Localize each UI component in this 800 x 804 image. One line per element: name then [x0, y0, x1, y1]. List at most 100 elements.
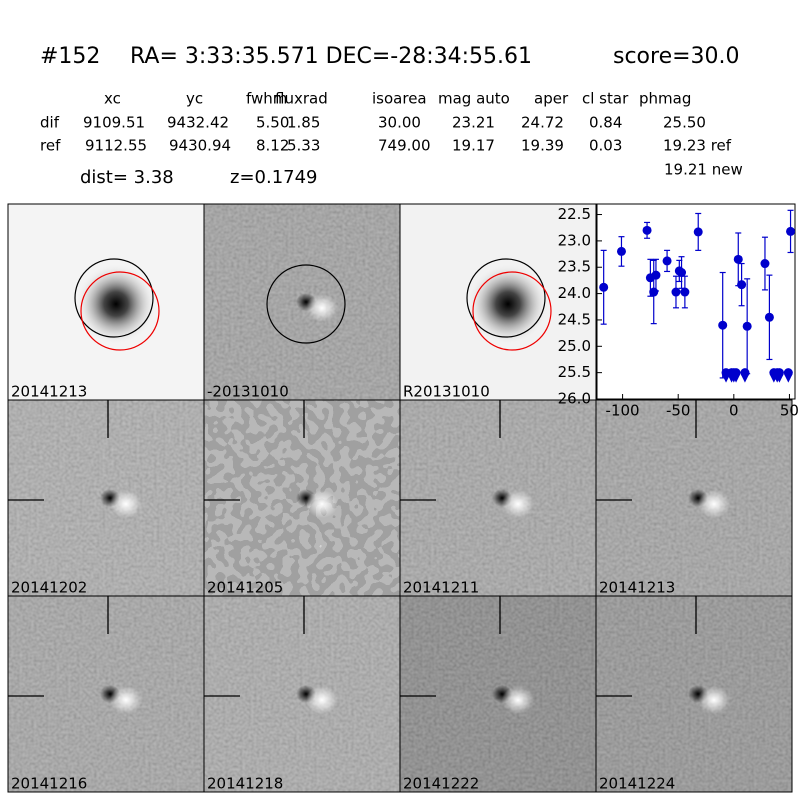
point: [737, 280, 747, 290]
x-tick-label: 0: [729, 402, 739, 420]
panel-label: 20141222: [403, 775, 479, 793]
limit-arrow: [732, 374, 741, 383]
limit-arrow: [784, 374, 793, 383]
table-cell: 8.12: [256, 137, 289, 155]
light-lobe: [110, 686, 142, 714]
y-tick-label: 26.0: [558, 390, 591, 408]
point: [649, 287, 659, 297]
light-lobe: [698, 490, 730, 518]
panel-label: -20131010: [207, 383, 289, 401]
point: [760, 259, 770, 269]
distance: dist= 3.38: [80, 167, 174, 188]
limit-arrow: [775, 374, 784, 383]
row-label: dif: [40, 114, 60, 132]
image-panel: 20141216: [7, 595, 205, 793]
redshift: z=0.1749: [230, 167, 318, 188]
y-tick-label: 24.0: [558, 284, 591, 302]
panel-label: 20141202: [11, 579, 87, 597]
phmag-note: 19.21 new: [664, 161, 743, 179]
image-panel: 20141218: [203, 595, 401, 793]
x-tick-label: -50: [666, 402, 691, 420]
panel-label: 20141224: [599, 775, 675, 793]
table-cell: 749.00: [378, 137, 431, 155]
plot-background: [596, 203, 796, 400]
galaxy: [468, 264, 548, 344]
x-tick-label: 50: [780, 402, 799, 420]
table-cell: 0.84: [589, 114, 622, 132]
column-header: aper: [534, 90, 569, 108]
point: [693, 227, 703, 237]
image-panel: 20141224: [595, 595, 793, 793]
column-header: cl star: [582, 90, 629, 108]
table-cell: 23.21: [452, 114, 495, 132]
column-header: fluxrad: [275, 90, 328, 108]
column-header: xc: [104, 90, 121, 108]
image-panel: 20141205: [203, 399, 401, 597]
point: [662, 256, 672, 266]
y-tick-label: 23.0: [558, 231, 591, 249]
light-lobe: [502, 686, 534, 714]
column-header: isoarea: [372, 90, 427, 108]
y-tick-label: 24.5: [558, 310, 591, 328]
table-cell: 1.85: [287, 114, 320, 132]
light-lobe: [502, 490, 534, 518]
column-header: fwhm: [246, 90, 287, 108]
row-label: ref: [40, 137, 61, 155]
x-tick-label: -100: [606, 402, 640, 420]
limit-arrow: [740, 374, 749, 383]
light-lobe: [306, 294, 338, 322]
light-lobe: [306, 686, 338, 714]
limit-arrow: [722, 374, 731, 383]
y-tick-label: 22.5: [558, 205, 591, 223]
y-tick-label: 25.5: [558, 363, 591, 381]
light-lobe: [306, 490, 338, 518]
image-panel: 20141213: [595, 399, 793, 597]
panel-label: 20141211: [403, 579, 479, 597]
table-cell: 5.33: [287, 137, 320, 155]
table-cell: 19.17: [452, 137, 495, 155]
image-panel: 20141213: [7, 203, 205, 401]
aperture-ref: [80, 271, 160, 351]
y-tick-label: 23.5: [558, 258, 591, 276]
point: [786, 226, 796, 236]
aperture: [266, 264, 346, 344]
panel-label: 20141213: [11, 383, 87, 401]
point: [764, 312, 774, 322]
aperture-ref: [472, 271, 552, 351]
panel-label: 20141216: [11, 775, 87, 793]
table-cell: 5.50: [256, 114, 289, 132]
panel-label: 20141205: [207, 579, 283, 597]
light-lobe: [110, 490, 142, 518]
point: [733, 254, 743, 264]
table-cell: 25.50: [663, 114, 706, 132]
image-panel: R20131010: [399, 203, 597, 401]
point: [680, 287, 690, 297]
table-cell: 9109.51: [83, 114, 145, 132]
column-header: phmag: [639, 90, 691, 108]
point: [599, 282, 609, 292]
aperture: [466, 258, 546, 338]
image-panel: 20141222: [399, 595, 597, 793]
galaxy: [76, 264, 156, 344]
table-cell: 19.23 ref: [663, 137, 732, 155]
table-cell: 9432.42: [167, 114, 229, 132]
aperture: [74, 258, 154, 338]
table-cell: 30.00: [378, 114, 421, 132]
image-panel: 20141202: [7, 399, 205, 597]
panel-label: 20141218: [207, 775, 283, 793]
score: score=30.0: [613, 44, 740, 69]
point: [616, 246, 626, 256]
table-cell: 9112.55: [85, 137, 147, 155]
table-cell: 0.03: [589, 137, 622, 155]
image-panel: -20131010: [203, 203, 401, 401]
point: [718, 320, 728, 330]
point: [742, 321, 752, 331]
light-lobe: [698, 686, 730, 714]
candidate-id: #152: [40, 44, 100, 69]
panel-frame: [595, 595, 793, 793]
point: [677, 268, 687, 278]
panel-label: R20131010: [403, 383, 490, 401]
point: [651, 270, 661, 280]
